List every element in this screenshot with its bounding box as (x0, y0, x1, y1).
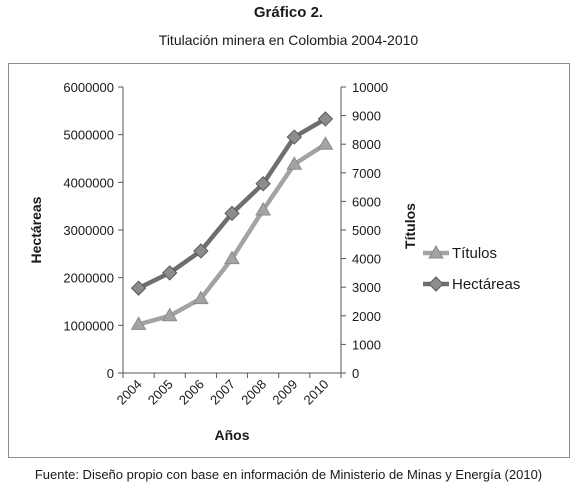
data-point-hect-reas (162, 265, 178, 281)
data-point-hect-reas (286, 129, 302, 145)
chart-frame: 0 1000000 2000000 3000000 4000000 5000000 6000… (8, 63, 570, 458)
x-tick-label: 2006 (176, 377, 207, 408)
right-tick-label: 5000 (352, 223, 381, 238)
legend-label-t-tulos: Títulos (452, 245, 497, 262)
data-point-t-tulos (317, 136, 334, 150)
data-point-t-tulos (224, 250, 240, 265)
left-tick-label: 0 (107, 366, 114, 381)
left-y-axis-title: Hectáreas (28, 196, 44, 263)
right-tick-label: 1000 (352, 337, 381, 352)
x-tick-label: 2007 (207, 377, 238, 408)
legend-marker-t-tulos (428, 245, 444, 259)
x-tick-label: 2010 (300, 377, 331, 408)
x-tick-label: 2008 (238, 377, 269, 408)
right-tick-label: 8000 (352, 137, 381, 152)
right-tick-label: 0 (352, 366, 359, 381)
figure-number: Gráfico 2. (253, 4, 324, 21)
source-note: Fuente: Diseño propio con base en inform… (34, 467, 543, 482)
data-point-t-tulos (192, 290, 209, 305)
right-tick-label: 2000 (352, 309, 381, 324)
data-point-hect-reas (193, 243, 209, 259)
legend-marker-hect-reas (428, 276, 444, 292)
right-y-axis-title: Títulos (402, 203, 418, 249)
x-axis-title: Años (215, 427, 250, 443)
chart: 0 1000000 2000000 3000000 4000000 5000000 6000… (28, 80, 520, 443)
figure-title: Titulación minera en Colombia 2004-2010 (158, 32, 419, 48)
left-tick-label: 5000000 (63, 128, 114, 143)
left-tick-label: 2000000 (63, 271, 114, 286)
right-tick-label: 7000 (352, 166, 381, 181)
x-tick-label: 2005 (145, 377, 176, 408)
data-point-t-tulos (286, 156, 303, 170)
right-tick-label: 9000 (352, 109, 381, 124)
left-tick-label: 4000000 (63, 175, 114, 190)
data-point-t-tulos (255, 201, 272, 216)
left-tick-label: 1000000 (63, 318, 114, 333)
legend-label-hect-reas: Hectáreas (452, 276, 520, 293)
series-line-t-tulos (136, 141, 328, 327)
right-tick-label: 10000 (352, 80, 388, 95)
left-tick-label: 3000000 (63, 223, 114, 238)
data-point-t-tulos (130, 316, 147, 330)
data-point-hect-reas (224, 205, 240, 222)
right-tick-label: 4000 (352, 252, 381, 267)
data-point-hect-reas (317, 111, 334, 127)
right-tick-label: 6000 (352, 194, 381, 209)
x-tick-label: 2004 (114, 377, 145, 408)
data-point-hect-reas (255, 176, 271, 192)
data-point-t-tulos (161, 307, 178, 322)
data-point-hect-reas (130, 280, 147, 296)
left-tick-label: 6000000 (63, 80, 114, 95)
right-tick-label: 3000 (352, 280, 381, 295)
x-tick-label: 2009 (269, 377, 300, 408)
